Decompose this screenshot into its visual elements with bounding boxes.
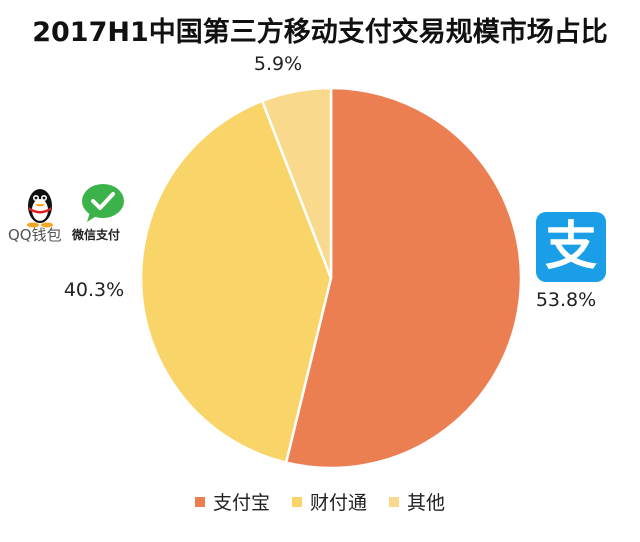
legend-label: 支付宝 [212,492,270,514]
chart-title: 2017H1中国第三方移动支付交易规模市场占比 [32,17,608,48]
pie-slice-alipay [284,86,523,470]
legend-label: 财付通 [309,492,367,514]
pie-slice-other [260,86,333,280]
legend-item-tenpay: 财付通 [291,488,367,515]
wechat-pay-label: 微信支付 [72,228,121,242]
legend-swatch [291,496,302,507]
penguin-icon [27,189,53,228]
pie-value-labels: 53.8% 40.3% 5.9% [64,53,596,311]
qq-wallet-logo [10,182,74,246]
pie-slices [139,86,523,470]
pie-value-label: 53.8% [536,289,596,311]
legend-swatch [389,496,399,507]
alipay-logo-icon: 支 [536,212,606,282]
pie-value-label: 40.3% [64,279,124,301]
wechat-pay-logo [78,182,138,246]
legend-item-other: 其他 [389,488,445,515]
legend-item-alipay: 支付宝 [194,488,270,515]
pie-value-label: 5.9% [254,53,302,75]
pie-slice-tenpay [139,99,333,464]
chart-legend: 支付宝 财付通 其他 [0,488,640,515]
qq-wallet-label: QQ钱包 [8,226,62,244]
legend-swatch [194,496,205,507]
legend-label: 其他 [407,492,446,514]
wechat-bubble-icon [82,184,124,222]
